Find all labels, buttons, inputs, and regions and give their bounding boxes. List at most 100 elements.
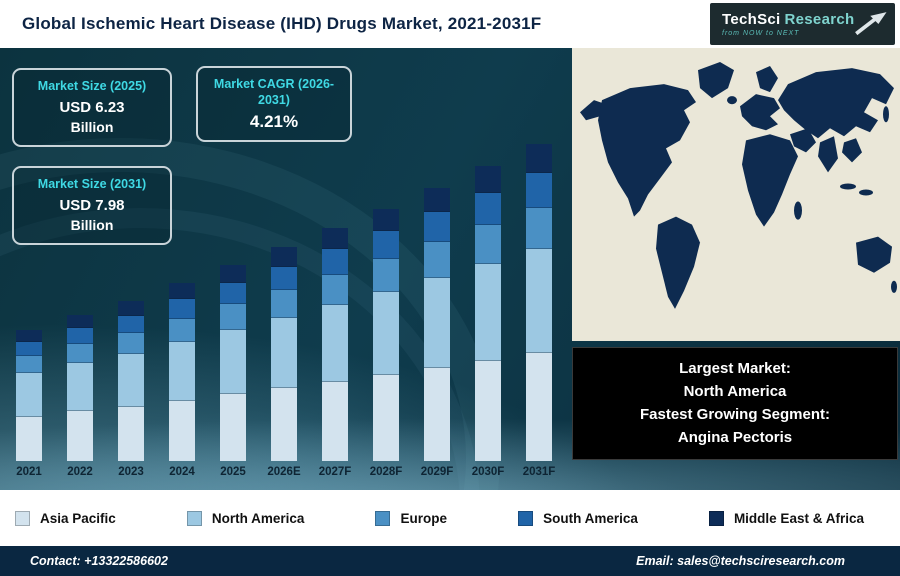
bar-segment-asia-pacific <box>373 375 399 461</box>
bar-segment-middle-east-africa <box>220 265 246 283</box>
stat-unit: Billion <box>70 119 114 135</box>
bar-segment-asia-pacific <box>16 416 42 461</box>
stacked-bar <box>118 301 144 461</box>
bar-column: 2030F <box>465 166 511 478</box>
logo-brand-part1: TechSci <box>722 11 781 28</box>
bar-column: 2024 <box>159 283 205 478</box>
stat-value: USD 7.98 <box>59 197 125 214</box>
bar-segment-asia-pacific <box>475 361 501 461</box>
x-axis-label: 2023 <box>118 466 144 478</box>
market-size-2025-box: Market Size (2025) USD 6.23 Billion <box>12 68 172 147</box>
legend-label: Asia Pacific <box>40 510 116 526</box>
stat-value: USD 6.23 <box>59 99 125 116</box>
bar-segment-south-america <box>118 315 144 334</box>
market-cagr-box: Market CAGR (2026-2031) 4.21% <box>196 66 352 142</box>
bar-column: 2031F <box>516 144 562 478</box>
x-axis-label: 2024 <box>169 466 195 478</box>
bar-segment-middle-east-africa <box>271 247 297 267</box>
legend-swatch <box>708 510 724 526</box>
world-map-svg <box>572 48 900 341</box>
bar-segment-europe <box>475 225 501 264</box>
bar-segment-south-america <box>16 341 42 357</box>
chart-area: Market Size (2025) USD 6.23 Billion Mark… <box>0 48 900 490</box>
bar-segment-middle-east-africa <box>169 283 195 300</box>
stat-unit: Billion <box>70 217 114 233</box>
world-map <box>572 48 900 341</box>
note-largest-market-value: North America <box>683 383 787 400</box>
bar-segment-north-america <box>118 353 144 407</box>
bar-segment-south-america <box>271 266 297 291</box>
page-title: Global Ischemic Heart Disease (IHD) Drug… <box>22 14 542 33</box>
bar-segment-south-america <box>322 249 348 275</box>
legend-swatch <box>15 510 30 526</box>
bar-segment-middle-east-africa <box>16 330 42 342</box>
bar-segment-south-america <box>220 282 246 305</box>
bar-segment-north-america <box>220 329 246 395</box>
bar-segment-south-america <box>373 231 399 260</box>
bar-segment-europe <box>373 259 399 292</box>
bar-segment-asia-pacific <box>118 406 144 461</box>
bar-segment-south-america <box>526 172 552 208</box>
bar-column: 2028F <box>363 209 409 478</box>
logo-brand-part2: Research <box>784 11 855 28</box>
legend-item: South America <box>518 510 638 526</box>
stat-value: 4.21% <box>249 112 299 131</box>
x-axis-label: 2031F <box>522 466 556 478</box>
bar-segment-north-america <box>322 305 348 382</box>
stacked-bar <box>322 228 348 461</box>
legend-swatch <box>186 510 202 526</box>
bar-segment-north-america <box>169 342 195 401</box>
bar-segment-south-america <box>424 212 450 243</box>
contact-info: Contact: +13322586602 <box>30 554 168 568</box>
bar-segment-middle-east-africa <box>67 314 93 328</box>
x-axis-label: 2027F <box>318 466 352 478</box>
legend-label: South America <box>543 510 638 526</box>
stacked-bar <box>475 166 501 461</box>
bar-segment-europe <box>271 290 297 318</box>
legend-item: Middle East & Africa <box>708 510 864 526</box>
legend-swatch <box>518 510 534 526</box>
stacked-bar <box>16 330 42 461</box>
bar-segment-north-america <box>475 263 501 361</box>
stacked-bar <box>424 187 450 461</box>
bar-segment-asia-pacific <box>271 388 297 461</box>
bar-segment-north-america <box>16 373 42 417</box>
bar-segment-europe <box>220 304 246 330</box>
legend-swatch <box>375 510 391 526</box>
bar-segment-europe <box>169 318 195 343</box>
bar-column: 2026E <box>261 247 307 478</box>
bar-segment-asia-pacific <box>67 411 93 461</box>
bar-segment-north-america <box>67 362 93 412</box>
legend-item: North America <box>186 510 305 526</box>
bar-segment-asia-pacific <box>526 353 552 461</box>
bar-segment-middle-east-africa <box>373 209 399 232</box>
bar-segment-europe <box>16 356 42 374</box>
market-note: Largest Market: North America Fastest Gr… <box>572 347 898 460</box>
legend-item: Asia Pacific <box>15 510 116 526</box>
legend-label: North America <box>211 510 305 526</box>
bar-segment-asia-pacific <box>322 381 348 461</box>
stat-title: Market Size (2031) <box>37 177 147 191</box>
bar-segment-middle-east-africa <box>526 144 552 173</box>
legend-label: Europe <box>400 510 447 526</box>
bar-segment-europe <box>322 274 348 306</box>
bar-segment-north-america <box>526 249 552 354</box>
bar-segment-asia-pacific <box>169 400 195 461</box>
bar-segment-north-america <box>271 317 297 389</box>
bar-segment-europe <box>67 343 93 363</box>
stacked-bar <box>67 314 93 461</box>
stat-title: Market CAGR (2026-2031) <box>213 77 335 107</box>
note-fastest-segment-label: Fastest Growing Segment: <box>639 406 831 423</box>
bar-column: 2023 <box>108 301 154 478</box>
x-axis-label: 2025 <box>220 466 246 478</box>
bar-segment-middle-east-africa <box>475 166 501 193</box>
email-info: Email: sales@techsciresearch.com <box>636 554 845 568</box>
bar-segment-north-america <box>424 277 450 369</box>
logo-brand: TechSci Research <box>722 11 854 28</box>
legend-item: Europe <box>375 510 447 526</box>
bar-segment-middle-east-africa <box>322 228 348 250</box>
stacked-bar-chart: 2021 2022 2023 2024 2025 2026E 2027F 2028F 2029F… <box>6 48 562 490</box>
footer: Contact: +13322586602 Email: sales@techs… <box>0 546 900 576</box>
bar-column: 2022 <box>57 314 103 478</box>
bar-segment-asia-pacific <box>220 394 246 461</box>
